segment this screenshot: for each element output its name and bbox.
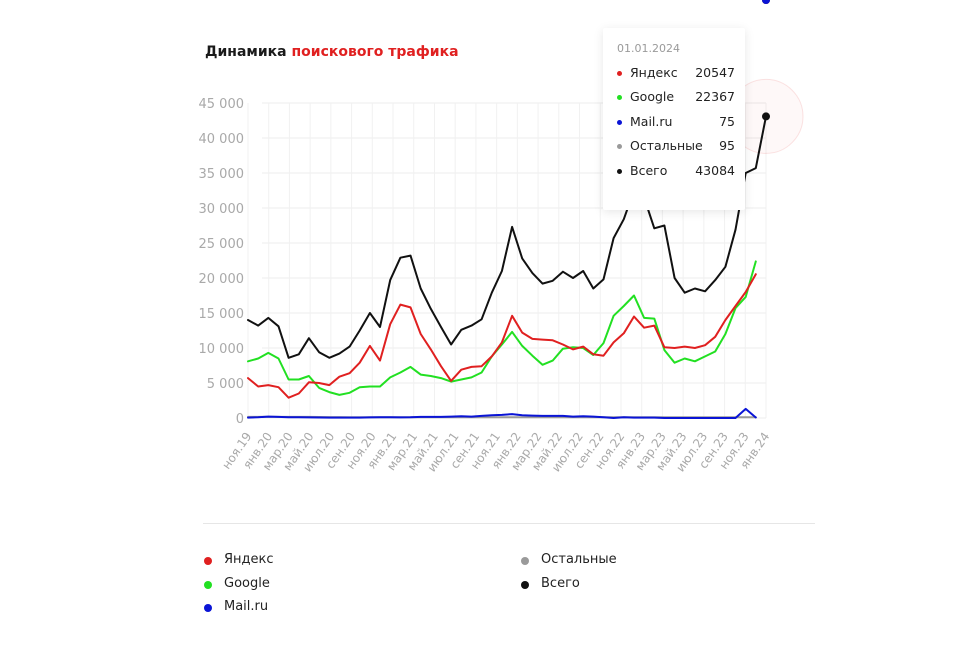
y-tick-label: 15 000	[199, 307, 245, 322]
tooltip-label-mailru: Mail.ru	[630, 114, 673, 129]
tooltip-row-other: Остальные 95	[617, 138, 735, 156]
legend-label-yandex: Яндекс	[224, 552, 274, 567]
tooltip-dot-yandex	[617, 71, 622, 76]
y-tick-label: 35 000	[199, 167, 245, 182]
series-lines[interactable]	[247, 115, 767, 419]
tooltip-value-yandex: 20547	[695, 65, 735, 80]
tooltip-label-google: Google	[630, 89, 675, 104]
y-tick-label: 30 000	[199, 202, 245, 217]
tooltip-label-other: Остальные	[630, 138, 703, 153]
chart-title: Динамика поискового трафика	[205, 44, 459, 60]
y-axis: 0 5 000 10 000 15 000 20 000 25 000 30 000 35 0…	[199, 97, 245, 427]
tooltip-row-mailru: Mail.ru 75	[617, 114, 735, 132]
y-tick-label: 40 000	[199, 132, 245, 147]
tooltip-value-total: 43084	[695, 163, 735, 178]
chart-title-main: Динамика	[205, 44, 292, 60]
y-tick-label: 0	[236, 412, 244, 427]
legend-dot-mailru	[204, 604, 212, 612]
legend-label-google: Google	[224, 576, 270, 591]
legend-label-mailru: Mail.ru	[224, 599, 269, 614]
legend-divider	[203, 523, 815, 524]
tooltip-dot-mailru	[617, 120, 622, 125]
series-line-mail-ru[interactable]	[247, 407, 757, 419]
y-tick-label: 5 000	[207, 377, 244, 392]
series-line-google[interactable]	[247, 260, 757, 396]
tooltip-value-mailru: 75	[719, 114, 735, 129]
legend-label-total: Всего	[541, 576, 580, 591]
point-marker	[762, 0, 770, 4]
y-tick-label: 45 000	[199, 97, 245, 112]
hover-markers	[762, 0, 770, 121]
tooltip-date: 01.01.2024	[617, 42, 680, 55]
tooltip-value-other: 95	[719, 138, 735, 153]
x-axis: ноя.19янв.20мар.20май.20июл.20сен.20ноя.…	[219, 430, 772, 475]
tooltip-dot-google	[617, 95, 622, 100]
tooltip-label-yandex: Яндекс	[630, 65, 678, 80]
tooltip-value-google: 22367	[695, 89, 735, 104]
y-tick-label: 25 000	[199, 237, 245, 252]
y-tick-label: 20 000	[199, 272, 245, 287]
point-marker	[762, 112, 770, 121]
series-line-яндекс[interactable]	[247, 273, 757, 399]
legend-dot-google	[204, 581, 212, 589]
tooltip-row-total: Всего 43084	[617, 163, 735, 181]
legend-dot-other	[521, 557, 529, 565]
tooltip-dot-other	[617, 144, 622, 149]
legend-label-other: Остальные	[541, 552, 617, 567]
y-tick-label: 10 000	[199, 342, 245, 357]
chart-title-accent: поискового трафика	[291, 44, 459, 60]
tooltip-row-google: Google 22367	[617, 89, 735, 107]
tooltip-row-yandex: Яндекс 20547	[617, 65, 735, 83]
legend-dot-total	[521, 581, 529, 589]
series-line-всего[interactable]	[247, 115, 767, 359]
tooltip-label-total: Всего	[630, 163, 668, 178]
tooltip: 01.01.2024 Яндекс 20547 Google 22367 Mai…	[603, 28, 745, 210]
legend-dot-yandex	[204, 557, 212, 565]
tooltip-dot-total	[617, 169, 622, 174]
